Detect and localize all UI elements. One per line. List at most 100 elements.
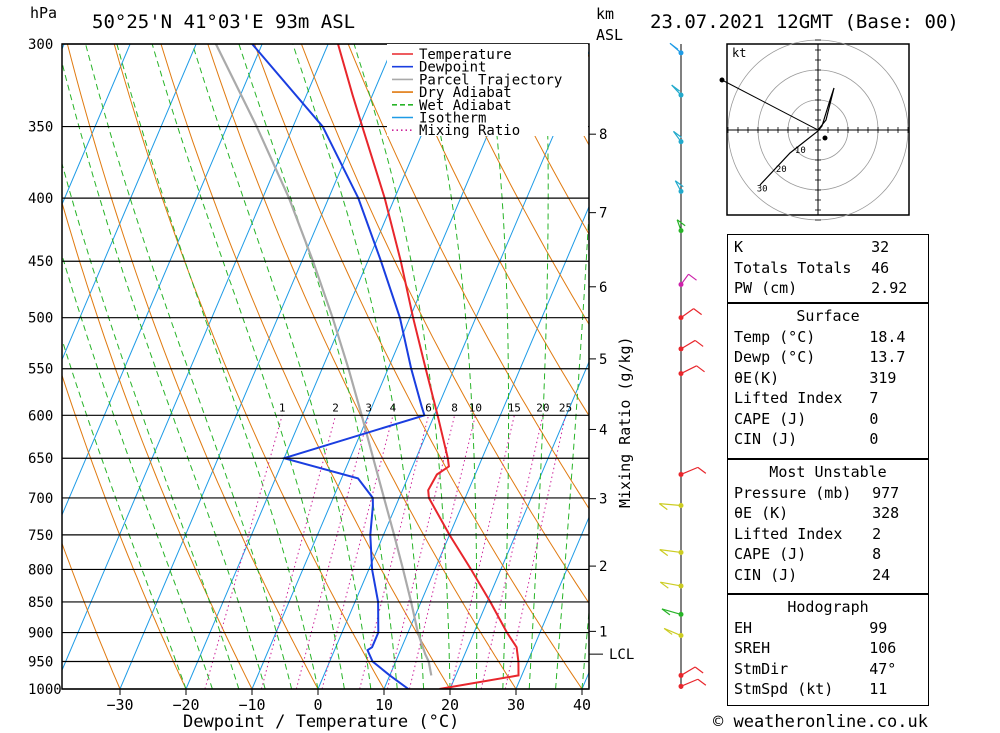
legend-label: Mixing Ratio (419, 123, 520, 139)
index-value: 11 (869, 680, 888, 699)
index-row: Lifted Index 2 (728, 524, 928, 545)
pressure-tick-label: 1000 (28, 682, 62, 698)
index-label: Lifted Index (734, 524, 843, 543)
pressure-tick-label: 300 (28, 37, 53, 53)
isotherm-line (62, 44, 197, 361)
index-value: 13.7 (869, 348, 906, 367)
mixing-ratio-line (359, 415, 429, 689)
index-row: θE(K) 319 (728, 368, 928, 389)
isotherm-line (119, 44, 395, 689)
wet-adiabat-line (85, 44, 293, 689)
index-value: 7 (869, 389, 879, 408)
mixing-ratio-tick-label: 6 (425, 401, 432, 414)
index-label: SREH (734, 639, 771, 658)
index-value: 106 (869, 639, 897, 658)
index-value: 18.4 (869, 327, 906, 346)
hodograph-storm-vector (721, 79, 819, 131)
mixing-ratio-line (321, 415, 394, 689)
isotherm-line (383, 205, 589, 689)
mixing-ratio-labels: 1 2 3 4 6 8 10 15 20 25 (279, 401, 572, 414)
indices-hodograph-box: Hodograph EH 99 SREH 106 StmDir 47° StmSpd … (727, 594, 929, 706)
km-tick-label: 1 (599, 624, 607, 640)
hodograph-storm-point (719, 77, 725, 83)
axis-layer: 3003504004505005506006507007508008509009… (28, 37, 634, 714)
hodograph-mean-point (822, 135, 828, 141)
wind-barb-shaft (663, 627, 682, 637)
datetime-title: 23.07.2021 12GMT (Base: 00) (650, 11, 959, 33)
index-value: 2.92 (871, 279, 908, 298)
wind-barb-flag (673, 130, 682, 138)
hodograph-unit-label: kt (732, 46, 746, 60)
wind-barb-shaft (680, 308, 694, 319)
wind-barb-shaft (680, 273, 690, 285)
mixing-ratio-line (295, 415, 370, 689)
legend-label: Isotherm (419, 111, 486, 127)
index-row: Temp (°C) 18.4 (728, 327, 928, 348)
index-row: CIN (J) 24 (728, 565, 928, 586)
mixing-ratio-line (504, 415, 566, 689)
index-value: 99 (869, 618, 888, 637)
x-tick-label: −30 (106, 696, 133, 714)
hodograph-ring-label: 20 (776, 165, 787, 175)
pressure-tick-label: 500 (28, 311, 53, 327)
km-tick-label: 8 (599, 127, 607, 143)
pressure-tick-label: 900 (28, 626, 53, 642)
isotherm-line (449, 360, 589, 689)
isotherm-line (62, 44, 329, 672)
wind-barbs (658, 42, 707, 689)
pressure-tick-label: 750 (28, 528, 53, 544)
index-row: SREH 106 (728, 638, 928, 659)
index-label: CAPE (J) (734, 409, 807, 428)
mixing-ratio-line (386, 415, 456, 689)
index-row: Lifted Index 7 (728, 388, 928, 409)
wet-adiabat-line (555, 203, 589, 689)
mixing-ratio-tick-label: 1 (279, 401, 286, 414)
x-tick-label: −10 (238, 696, 265, 714)
indices-surface-box: Surface Temp (°C) 18.4 Dewp (°C) 13.7 θE(K… (727, 303, 929, 459)
wind-barb-flag (671, 84, 681, 92)
dry-adiabat-line (254, 44, 583, 689)
index-row: EH 99 (728, 618, 928, 639)
pressure-tick-label: 800 (28, 562, 53, 578)
pressure-grid (62, 43, 589, 690)
km-unit-label: km (596, 5, 614, 23)
location-title: 50°25'N 41°03'E 93m ASL (92, 11, 355, 33)
mixing-ratio-line (450, 415, 515, 689)
pressure-unit-label: hPa (30, 4, 57, 22)
pressure-tick-label: 400 (28, 191, 53, 207)
wind-barb-shaft (672, 130, 682, 143)
legend-label: Wet Adiabat (419, 98, 512, 114)
wind-barb-flag (693, 308, 702, 316)
index-row: CAPE (J) 0 (728, 409, 928, 430)
indices-most-unstable-box: Most Unstable Pressure (mb) 977 θE (K) 328… (727, 459, 929, 594)
x-tick-label: 20 (441, 696, 459, 714)
dry-adiabat-line (160, 44, 451, 689)
mixing-ratio-axis-label: Mixing Ratio (g/kg) (616, 336, 634, 508)
legend-label: Parcel Trajectory (419, 72, 562, 88)
mixing-ratio-tick-label: 4 (390, 401, 397, 414)
hodograph-ring-label: 10 (795, 146, 806, 156)
index-value: 2 (872, 524, 882, 543)
dry-adiabat-line (441, 44, 589, 326)
index-label: StmSpd (kt) (734, 680, 834, 699)
wind-barb-flag (661, 608, 671, 616)
mixing-ratio-tick-label: 10 (469, 401, 482, 414)
wind-barb-shaft (680, 466, 699, 476)
index-label: EH (734, 618, 753, 637)
indices-surface-table: Surface Temp (°C) 18.4 Dewp (°C) 13.7 θE(K… (728, 306, 928, 450)
x-axis-label: Dewpoint / Temperature (°C) (183, 712, 459, 732)
hodograph-trace (759, 87, 835, 186)
index-label: CAPE (J) (734, 545, 807, 564)
index-value: 46 (871, 258, 890, 277)
km-tick-label: 6 (599, 280, 607, 296)
wind-barb-flag (688, 273, 697, 281)
wind-barb-flag (659, 581, 669, 589)
wind-barb-shaft (661, 608, 682, 615)
index-value: 8 (872, 545, 882, 564)
index-value: 328 (872, 504, 900, 523)
wet-adiabat-line (485, 44, 510, 689)
mixing-ratio-tick-label: 25 (559, 401, 572, 414)
wind-barb-flag (694, 339, 704, 347)
index-value: 0 (869, 409, 879, 428)
